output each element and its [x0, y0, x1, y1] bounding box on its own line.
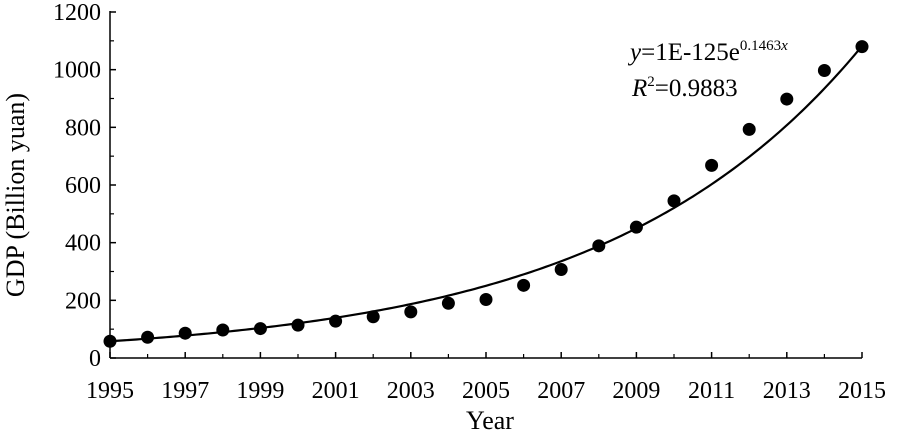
- data-point: [742, 122, 756, 136]
- trend-equation: y=1E-125e0.1463x: [627, 38, 788, 66]
- x-tick-label: 2003: [387, 378, 435, 404]
- equation-exponent: 0.1463: [740, 38, 781, 54]
- x-tick-labels: 1995 1997 1999 2001 2003 2005 2007 2009 2011 2013…: [86, 378, 886, 404]
- y-tick-label: 0: [89, 346, 101, 372]
- trendline: [109, 45, 863, 343]
- x-tick-label: 2005: [462, 378, 510, 404]
- data-points: [103, 40, 869, 348]
- y-tick-label: 200: [65, 288, 101, 314]
- data-point: [366, 310, 380, 324]
- data-point: [141, 330, 155, 344]
- x-axis: 1995 1997 1999 2001 2003 2005 2007 2009 2011 2013…: [86, 352, 886, 404]
- data-point: [667, 194, 681, 208]
- data-point: [705, 158, 719, 172]
- y-tick-labels: 0 200 400 600 800 1000 1200: [53, 0, 101, 372]
- x-tick-label: 1999: [236, 378, 284, 404]
- y-axis-title: GDP (Billion yuan): [1, 93, 30, 297]
- x-tick-label: 2013: [763, 378, 811, 404]
- equation-body: =1E-125e: [641, 39, 740, 66]
- r-squared-r: R: [631, 75, 647, 102]
- data-point: [517, 278, 531, 292]
- y-axis: 0 200 400 600 800 1000 1200: [53, 0, 116, 372]
- y-tick-label: 800: [65, 115, 101, 141]
- equation-y: y: [627, 39, 642, 66]
- x-tick-label: 1997: [161, 378, 209, 404]
- y-tick-label: 400: [65, 231, 101, 257]
- data-point: [178, 326, 192, 340]
- x-tick-label: 2001: [312, 378, 360, 404]
- data-point: [329, 314, 343, 328]
- y-tick-label: 1000: [53, 58, 101, 84]
- x-tick-label: 1995: [86, 378, 134, 404]
- r-squared: R2=0.9883: [631, 74, 738, 102]
- y-tick-label: 600: [65, 173, 101, 199]
- x-tick-marks: [109, 352, 863, 358]
- r-squared-power: 2: [647, 74, 655, 90]
- x-tick-label: 2011: [688, 378, 735, 404]
- data-point: [479, 292, 493, 306]
- r-squared-value: =0.9883: [655, 75, 738, 102]
- data-point: [216, 323, 230, 337]
- x-tick-label: 2007: [537, 378, 585, 404]
- y-tick-label: 1200: [53, 0, 101, 26]
- x-tick-label: 2009: [612, 378, 660, 404]
- data-point: [629, 220, 643, 234]
- data-point: [817, 64, 831, 78]
- x-axis-title: Year: [466, 406, 514, 435]
- data-point: [253, 322, 267, 336]
- data-point: [554, 262, 568, 276]
- data-point: [592, 239, 606, 253]
- equation-exponent-x: x: [780, 38, 788, 54]
- data-point: [780, 92, 794, 106]
- y-tick-marks: [110, 11, 116, 359]
- x-tick-label: 2015: [838, 378, 886, 404]
- data-point: [103, 334, 117, 348]
- data-point: [441, 296, 455, 310]
- data-point: [291, 318, 305, 332]
- data-point: [404, 305, 418, 319]
- data-point: [855, 40, 869, 54]
